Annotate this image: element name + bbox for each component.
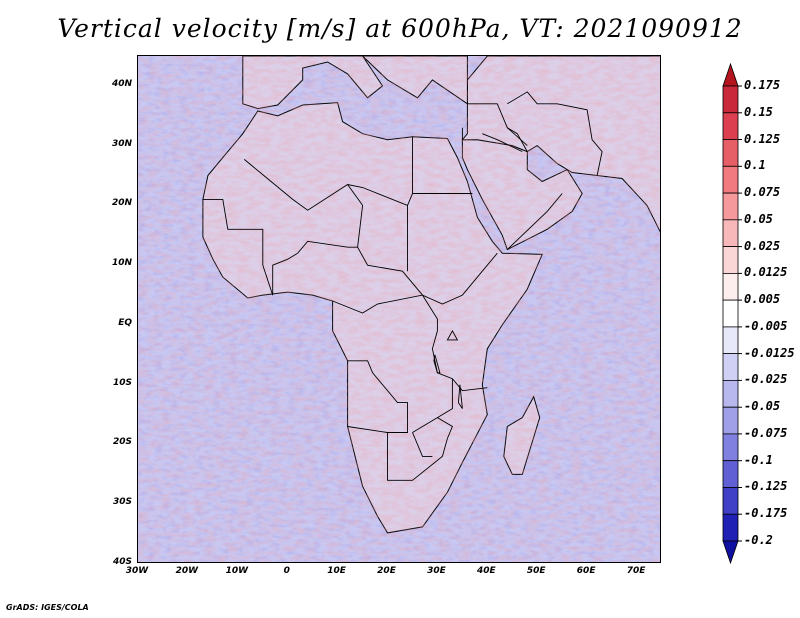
colorbar-label: 0.025 <box>744 238 781 253</box>
lon-tick-label: 40E <box>476 566 496 576</box>
lon-tick-label: 10W <box>225 566 249 576</box>
border-line <box>467 103 528 146</box>
border-line <box>347 184 498 305</box>
field-texture-red <box>138 56 660 562</box>
lat-tick-label: 40N <box>111 78 132 89</box>
border-line <box>507 127 528 152</box>
lat-tick-label: 30N <box>111 138 132 149</box>
border-line <box>506 193 563 250</box>
lon-tick-label: 20W <box>175 566 199 576</box>
border-line <box>412 432 433 457</box>
colorbar-swatch <box>722 299 739 328</box>
lat-tick-label: 20S <box>112 437 132 448</box>
colorbar-label: 0.075 <box>744 185 781 200</box>
colorbar-swatch <box>722 139 739 167</box>
colorbar-swatch <box>722 192 739 221</box>
border-line <box>387 417 453 481</box>
border-line <box>272 240 358 296</box>
colorbar-label: -0.2 <box>744 533 773 547</box>
colorbar-label: 0.05 <box>744 211 773 226</box>
lat-tick-label: 10S <box>112 377 132 388</box>
border-line <box>202 198 274 296</box>
country-borders <box>202 91 603 481</box>
border-line <box>332 294 488 392</box>
colorbar-label: 0.1 <box>744 158 766 173</box>
colorbar-swatch <box>722 112 739 141</box>
colorbar-swatch <box>722 540 739 565</box>
colorbar-label: -0.005 <box>744 318 788 333</box>
grads-credit: GrADS: IGES/COLA <box>6 603 89 612</box>
lat-tick-label: EQ <box>118 317 132 328</box>
lon-tick-label: 10E <box>327 566 346 576</box>
lon-tick-label: 30W <box>125 566 149 576</box>
colorbar-swatch <box>722 379 739 408</box>
colorbar-swatch <box>722 85 739 114</box>
colorbar-swatch <box>722 487 739 515</box>
colorbar-label: -0.05 <box>744 399 781 414</box>
colorbar-swatch <box>722 353 739 381</box>
lon-tick-label: 70E <box>626 566 646 576</box>
border-line <box>347 360 408 433</box>
colorbar-label: 0.005 <box>744 292 781 307</box>
colorbar-label: -0.0125 <box>744 345 795 360</box>
lon-tick-label: 60E <box>576 566 596 576</box>
colorbar-swatch <box>722 326 739 355</box>
colorbar-swatch <box>722 165 739 194</box>
lake-outline <box>446 329 459 341</box>
lon-tick-label: 20E <box>377 566 396 576</box>
border-line <box>482 133 523 153</box>
lat-tick-label: 10N <box>111 258 132 269</box>
colorbar-label: -0.125 <box>744 479 788 494</box>
colorbar-label: -0.175 <box>744 506 788 521</box>
map-title: Vertical velocity [m/s] at 600hPa, VT: 2… <box>57 14 743 43</box>
colorbar-label: -0.075 <box>744 425 788 440</box>
colorbar-swatch <box>722 272 739 301</box>
border-line <box>507 91 603 176</box>
lon-tick-label: 50E <box>526 566 546 576</box>
colorbar-label: -0.1 <box>744 452 773 467</box>
colorbar-label: 0.15 <box>744 104 773 119</box>
colorbar-label: -0.025 <box>744 372 788 387</box>
colorbar-swatch <box>722 460 739 488</box>
colorbar-swatch <box>722 219 739 248</box>
colorbar-swatch <box>722 433 739 462</box>
border-line <box>437 378 453 418</box>
lake-outline <box>433 354 441 374</box>
map-field <box>138 56 660 562</box>
colorbar-swatch <box>722 62 739 87</box>
colorbar-label: 0.175 <box>744 78 781 92</box>
lake-outline <box>457 384 463 409</box>
lon-tick-label: 0 <box>283 566 290 576</box>
lat-tick-label: 30S <box>112 497 132 508</box>
map-panel <box>137 55 661 563</box>
colorbar-label: 0.125 <box>744 131 781 146</box>
lat-tick-label: 40S <box>112 557 132 567</box>
colorbar-label: 0.0125 <box>744 265 788 280</box>
lat-tick-label: 20N <box>111 198 132 209</box>
colorbar-swatch <box>722 246 739 274</box>
colorbar-swatch <box>722 513 739 542</box>
colorbar-swatch <box>722 406 739 435</box>
lon-tick-label: 30E <box>427 566 446 576</box>
